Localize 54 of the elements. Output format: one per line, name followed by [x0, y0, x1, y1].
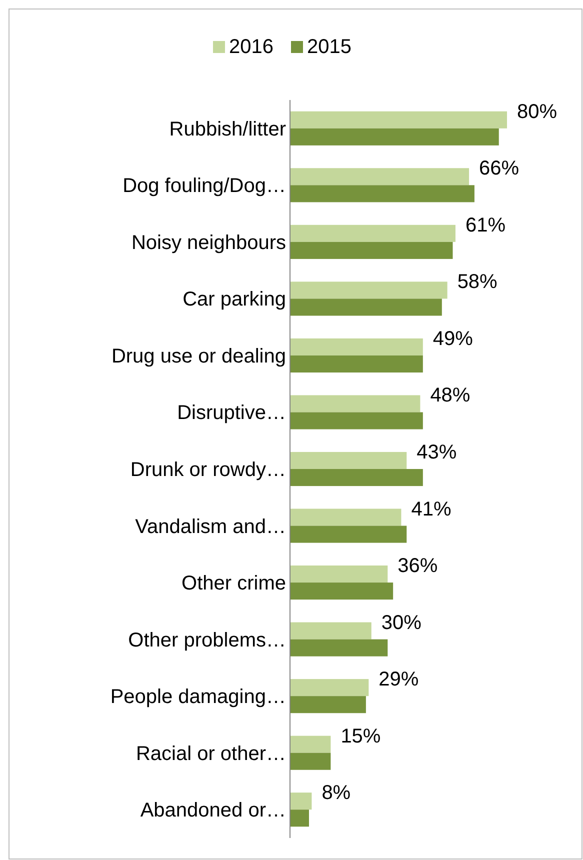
bar	[290, 395, 420, 412]
bar	[290, 566, 388, 583]
data-label: 30%	[381, 612, 422, 634]
y-tick-label: Other crime	[182, 572, 286, 595]
bar	[290, 622, 372, 640]
data-label: 36%	[398, 555, 438, 578]
bar	[290, 810, 309, 827]
data-label: 48%	[430, 384, 470, 407]
y-tick-label: Vandalism and…	[135, 516, 286, 538]
data-label: 61%	[465, 214, 506, 236]
bar	[290, 355, 423, 372]
bar	[290, 582, 394, 600]
y-tick-label: Car parking	[182, 288, 286, 311]
y-tick-label: Abandoned or…	[140, 800, 286, 822]
legend-label: 2015	[307, 36, 352, 58]
data-label: 43%	[416, 441, 457, 464]
bar	[290, 185, 474, 202]
bar	[290, 752, 331, 770]
bar	[290, 696, 366, 714]
y-tick-label: Dog fouling/Dog…	[122, 175, 286, 198]
bar	[290, 338, 423, 356]
bar	[290, 128, 499, 146]
bar	[290, 111, 507, 128]
bar	[290, 526, 407, 543]
y-tick-label: Drunk or rowdy…	[130, 459, 286, 481]
y-tick-label: Rubbish/litter	[169, 118, 286, 140]
bar	[290, 679, 369, 696]
data-label: 49%	[432, 328, 474, 350]
data-label: 8%	[322, 782, 351, 804]
y-tick-label: Other problems…	[128, 629, 286, 652]
data-label: 29%	[378, 668, 419, 691]
data-label: 80%	[517, 100, 558, 123]
bar	[290, 452, 407, 469]
bar	[290, 282, 448, 299]
y-tick-label: Drug use or dealing	[111, 345, 286, 368]
y-tick-label: Racial or other…	[136, 742, 286, 765]
bar	[290, 508, 402, 526]
bar	[290, 298, 442, 316]
y-tick-label: Noisy neighbours	[131, 232, 286, 254]
bar	[290, 242, 453, 259]
bar	[290, 412, 423, 430]
bar	[290, 736, 331, 753]
data-label: 41%	[411, 498, 452, 520]
data-label: 66%	[479, 158, 520, 180]
data-label: 58%	[457, 271, 498, 294]
data-label: 15%	[340, 725, 381, 748]
y-tick-label: People damaging…	[110, 686, 286, 708]
legend-label: 2016	[229, 36, 274, 58]
y-tick-label: Disruptive…	[177, 402, 286, 424]
bar	[290, 224, 456, 242]
bar	[290, 792, 312, 810]
bar	[290, 168, 470, 186]
bar	[290, 639, 388, 656]
bar	[290, 469, 423, 486]
